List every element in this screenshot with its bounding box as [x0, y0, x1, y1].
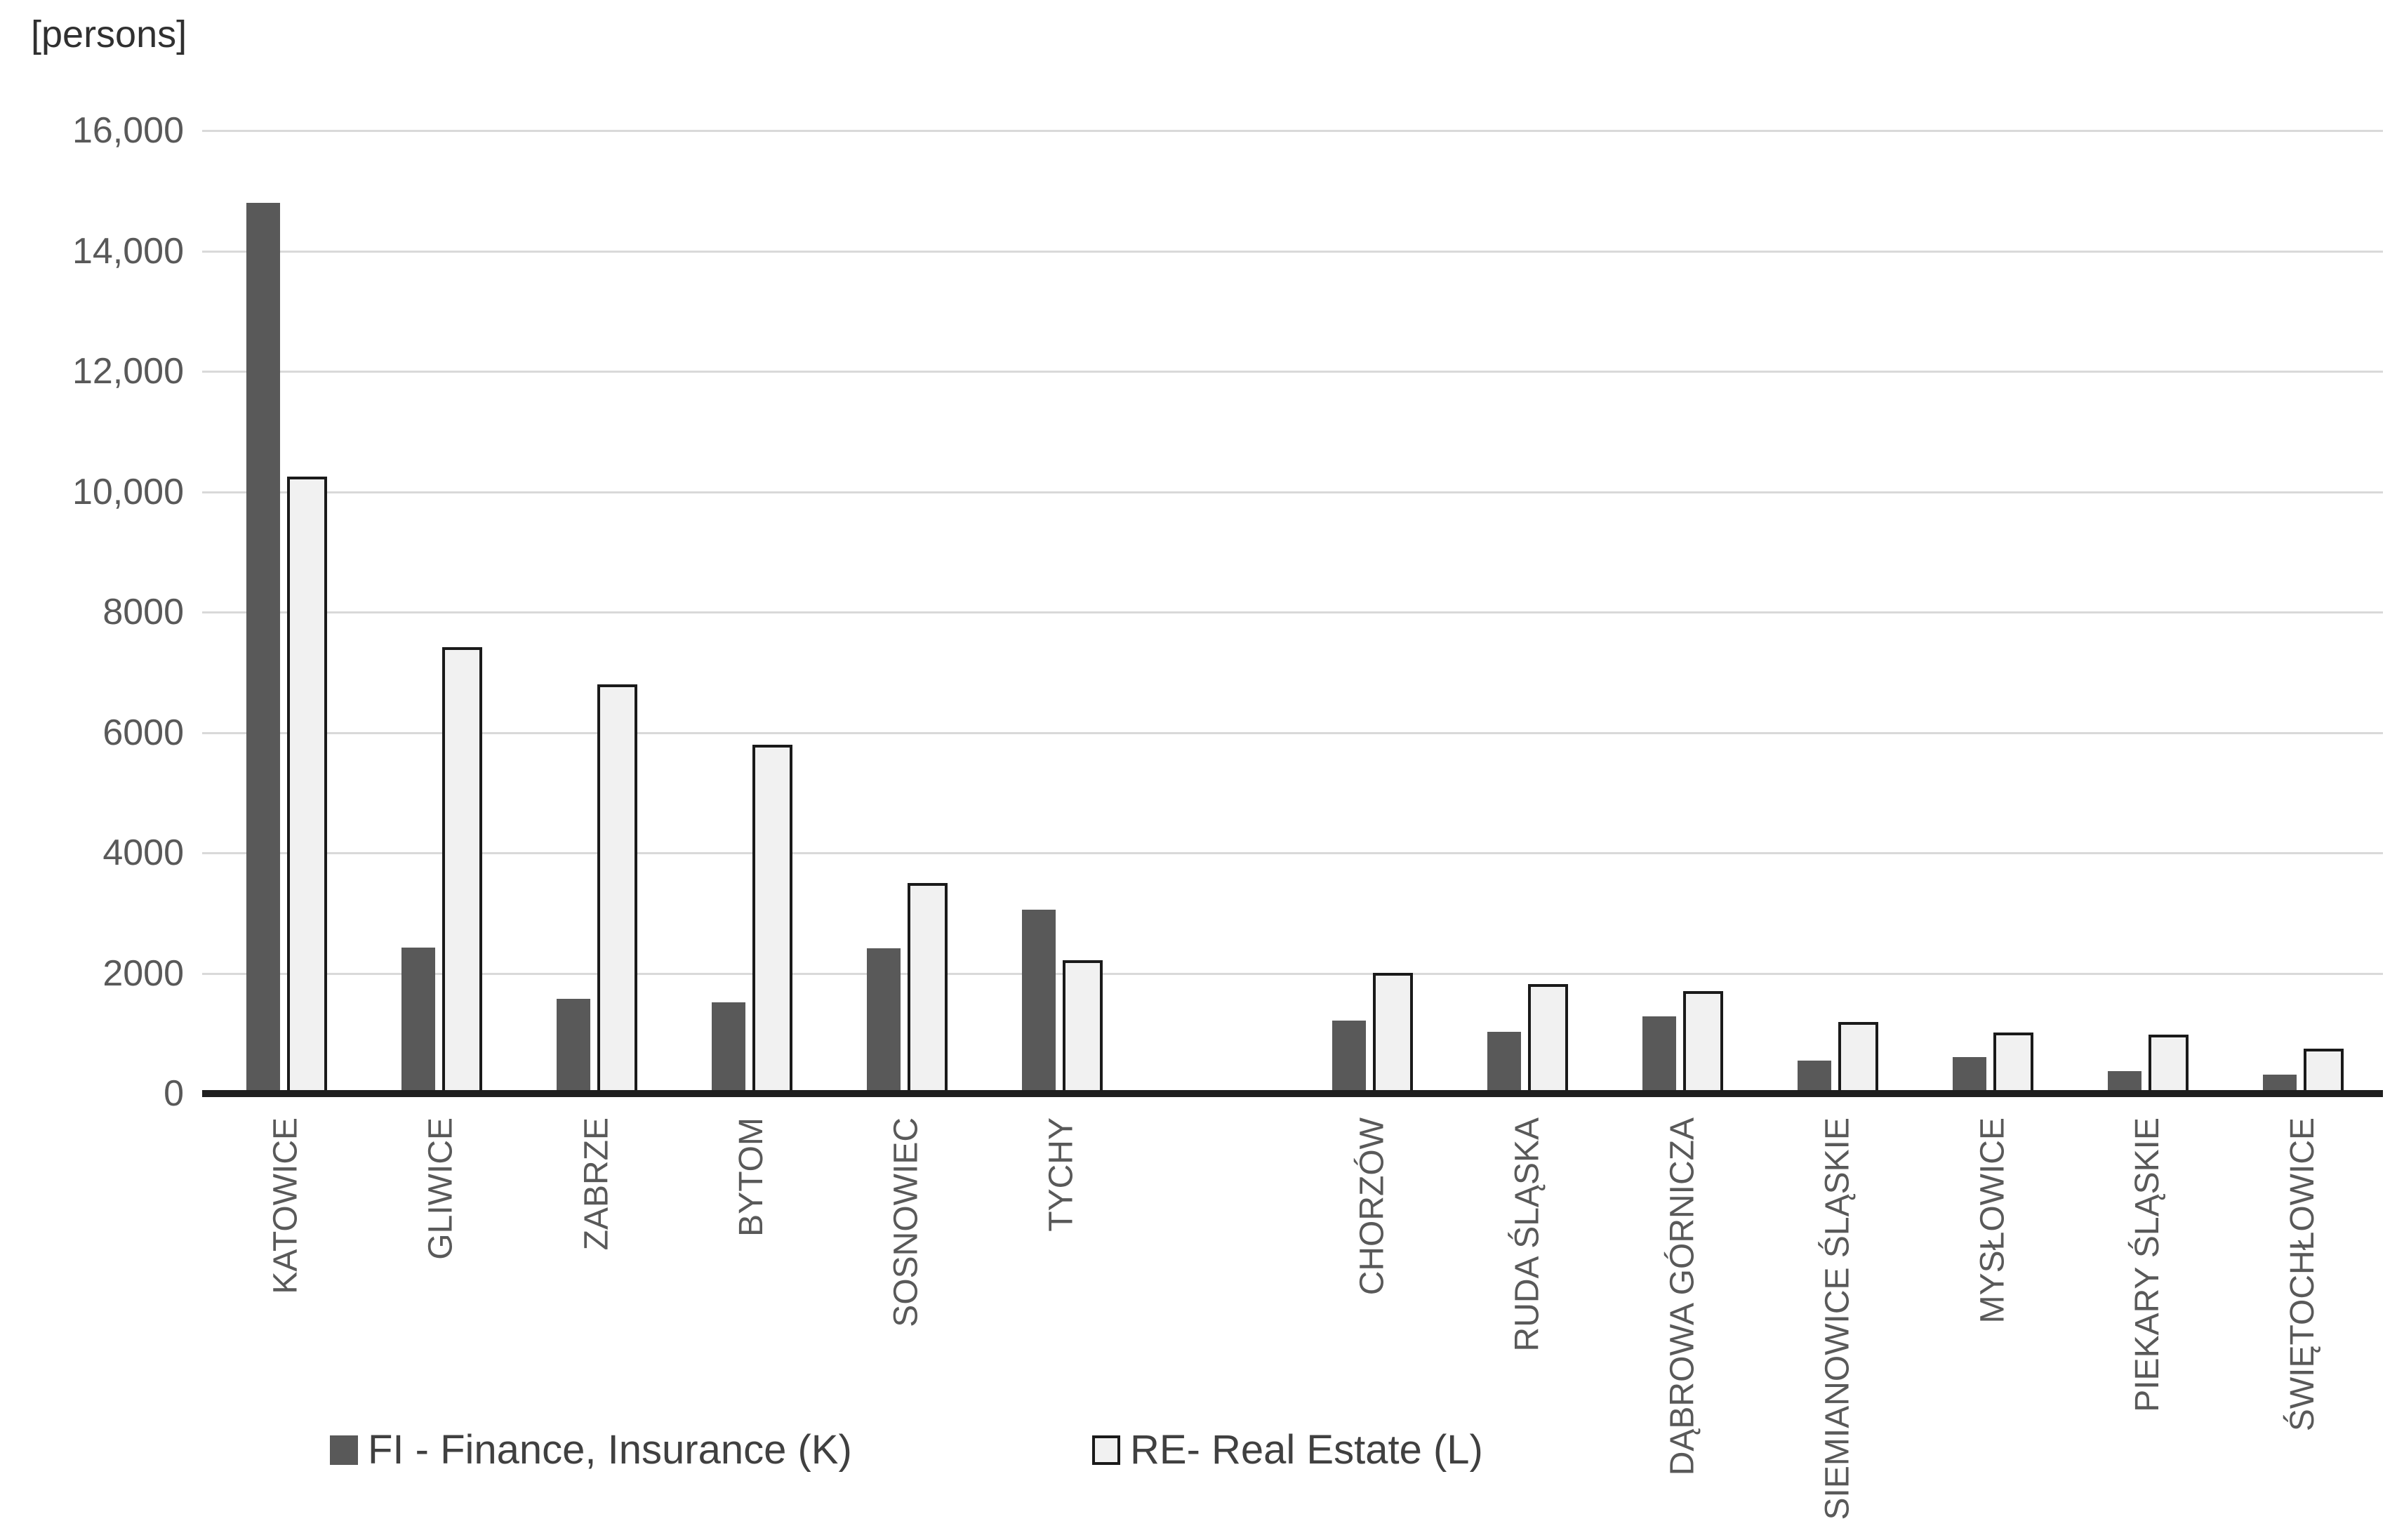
bar-fi-bytom	[712, 1002, 745, 1094]
y-tick-label: 14,000	[72, 230, 184, 272]
x-axis-label-d-browa-g-rnicza: DĄBROWA GÓRNICZA	[1663, 1117, 1701, 1476]
x-axis-label-chorz-w: CHORZÓW	[1353, 1117, 1390, 1296]
gridline-14000	[202, 250, 2383, 253]
y-tick-label: 10,000	[72, 471, 184, 512]
x-axis-label-mys-owice: MYSŁOWICE	[1974, 1117, 2011, 1324]
legend-swatch-fi-square-icon	[330, 1435, 358, 1465]
bar-fi-zabrze	[557, 999, 590, 1094]
x-axis-label-zabrze: ZABRZE	[578, 1117, 615, 1251]
bar-fi-gliwice	[401, 948, 435, 1094]
y-tick-label: 8000	[102, 592, 184, 632]
bar-re-chorz-w	[1373, 973, 1413, 1094]
x-axis-label-sosnowiec: SOSNOWIEC	[888, 1117, 925, 1327]
y-tick-label: 12,000	[72, 351, 184, 392]
gridline-4000	[202, 852, 2383, 854]
bar-re-d-browa-g-rnicza	[1683, 991, 1723, 1094]
x-axis-label--wi-toch-owice: ŚWIĘTOCHŁOWICE	[2284, 1117, 2321, 1432]
bar-re-piekary-l-skie	[2149, 1035, 2189, 1094]
x-axis-line	[202, 1090, 2383, 1097]
gridline-6000	[202, 731, 2383, 734]
x-axis-label-gliwice: GLIWICE	[423, 1117, 460, 1260]
y-tick-label: 6000	[102, 712, 184, 753]
y-axis-unit-label: [persons]	[31, 13, 187, 55]
bar-fi-d-browa-g-rnicza	[1642, 1016, 1676, 1094]
x-axis-label-katowice: KATOWICE	[267, 1117, 305, 1294]
y-tick-label: 0	[164, 1073, 184, 1114]
bar-fi-sosnowiec	[867, 948, 901, 1094]
gridline-2000	[202, 972, 2383, 975]
bar-fi-tychy	[1022, 910, 1056, 1094]
x-axis-label-piekary-l-skie: PIEKARY ŚLĄSKIE	[2129, 1117, 2166, 1412]
bar-re-bytom	[752, 745, 792, 1094]
bar-re--wi-toch-owice	[2304, 1049, 2344, 1094]
x-axis-label-tychy: TYCHY	[1043, 1117, 1080, 1232]
x-axis-label-bytom: BYTOM	[733, 1117, 770, 1237]
bar-fi-piekary-l-skie	[2108, 1071, 2141, 1094]
bar-fi-mys-owice	[1953, 1057, 1986, 1094]
bar-fi-ruda-l-ska	[1487, 1032, 1521, 1094]
y-tick-label: 4000	[102, 832, 184, 873]
bar-re-zabrze	[597, 684, 637, 1094]
gridline-12000	[202, 371, 2383, 373]
y-tick-label: 16,000	[72, 110, 184, 151]
bar-re-gliwice	[442, 647, 482, 1094]
bar-fi-siemianowice-l-skie	[1798, 1061, 1831, 1094]
bar-re-mys-owice	[1993, 1033, 2033, 1094]
legend-swatch-re-square-icon	[1092, 1435, 1120, 1465]
bar-re-siemianowice-l-skie	[1838, 1022, 1878, 1094]
gridline-8000	[202, 611, 2383, 613]
legend-label-fi: FI - Finance, Insurance (K)	[368, 1427, 852, 1473]
bar-fi-chorz-w	[1332, 1021, 1366, 1094]
bar-re-katowice	[287, 477, 327, 1094]
legend-item-re: RE- Real Estate (L)	[1092, 1426, 1483, 1473]
bar-re-ruda-l-ska	[1528, 984, 1568, 1094]
x-axis-label-ruda-l-ska: RUDA ŚLĄSKA	[1508, 1117, 1546, 1352]
bar-re-tychy	[1063, 960, 1103, 1094]
bar-re-sosnowiec	[908, 883, 948, 1094]
legend-label-re: RE- Real Estate (L)	[1130, 1427, 1483, 1473]
x-axis-label-siemianowice-l-skie: SIEMIANOWICE ŚLĄSKIE	[1819, 1117, 1856, 1520]
y-tick-label: 2000	[102, 952, 184, 994]
gridline-10000	[202, 491, 2383, 493]
gridline-16000	[202, 130, 2383, 132]
legend-item-fi: FI - Finance, Insurance (K)	[330, 1426, 852, 1473]
bar-fi-katowice	[246, 203, 280, 1094]
